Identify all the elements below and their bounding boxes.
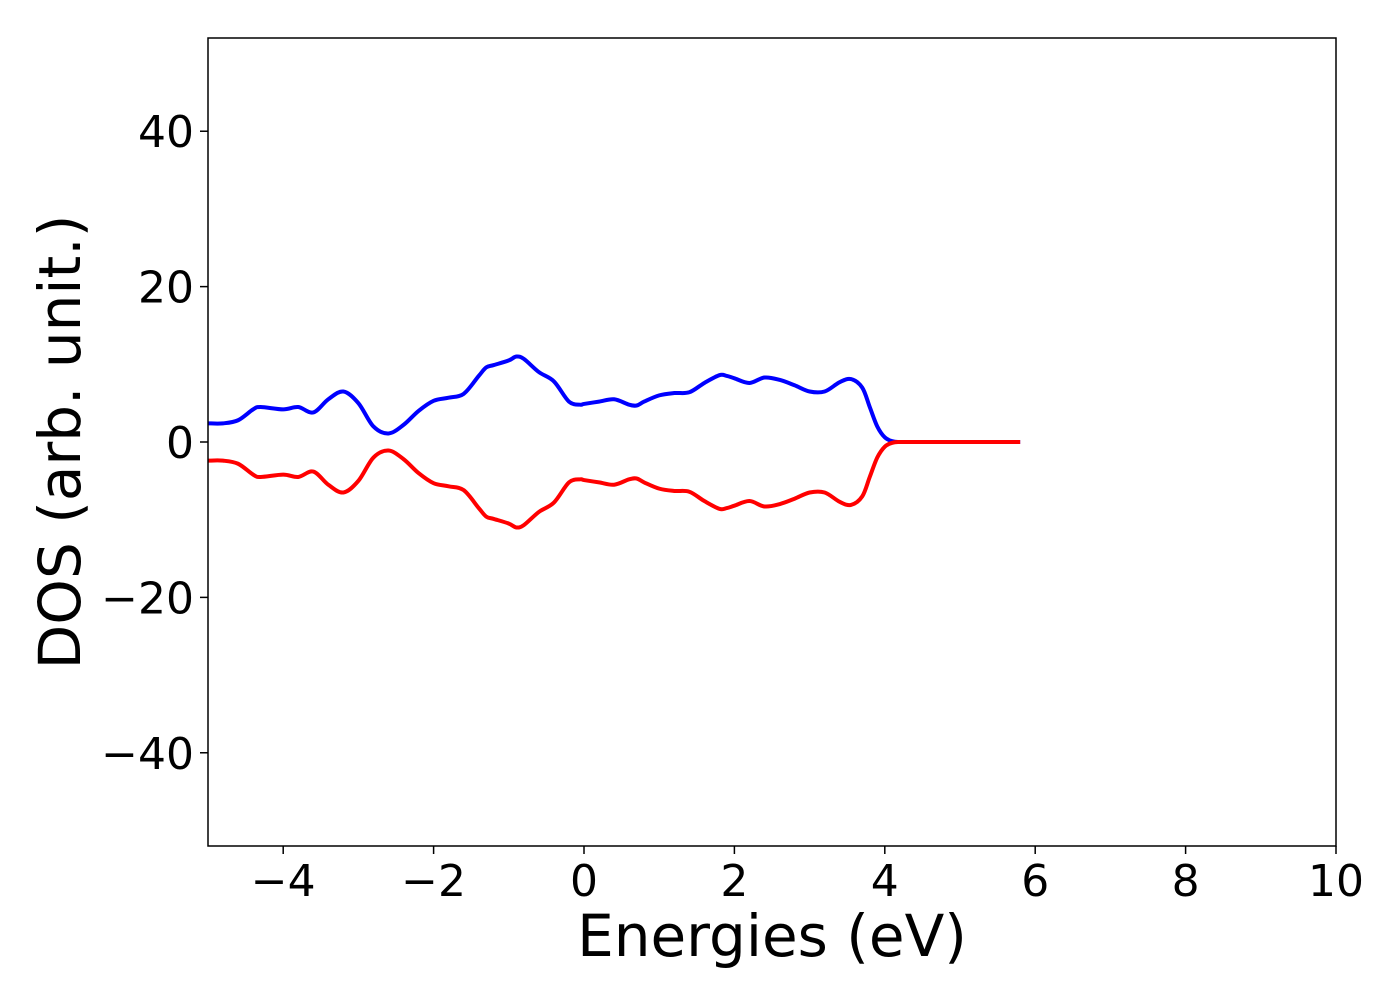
x-tick-label: 0 — [570, 856, 598, 907]
series-layer — [208, 354, 1021, 530]
y-axis-label: DOS (arb. unit.) — [26, 215, 94, 670]
x-tick-label: 8 — [1172, 856, 1200, 907]
x-tick-label: 4 — [871, 856, 899, 907]
y-tick-label: 40 — [138, 107, 194, 158]
x-tick-label: 2 — [720, 856, 748, 907]
x-tick-label: −4 — [251, 856, 316, 907]
x-tick-label: 10 — [1308, 856, 1364, 907]
y-tick-label: 0 — [166, 418, 194, 469]
y-tick-label: 20 — [138, 263, 194, 314]
x-tick-label: −2 — [401, 856, 466, 907]
y-tick-label: −20 — [101, 573, 194, 624]
y-axis-ticks: −40 −20 0 20 40 — [101, 107, 208, 780]
x-axis-label: Energies (eV) — [577, 902, 967, 970]
plot-frame — [207, 37, 1337, 847]
y-tick-label: −40 — [101, 729, 194, 780]
dos-line-blue — [208, 354, 1021, 445]
dos-line-red — [208, 439, 1021, 530]
x-axis-ticks: −4 −2 0 2 4 6 8 10 — [251, 846, 1364, 907]
x-tick-label: 6 — [1021, 856, 1049, 907]
